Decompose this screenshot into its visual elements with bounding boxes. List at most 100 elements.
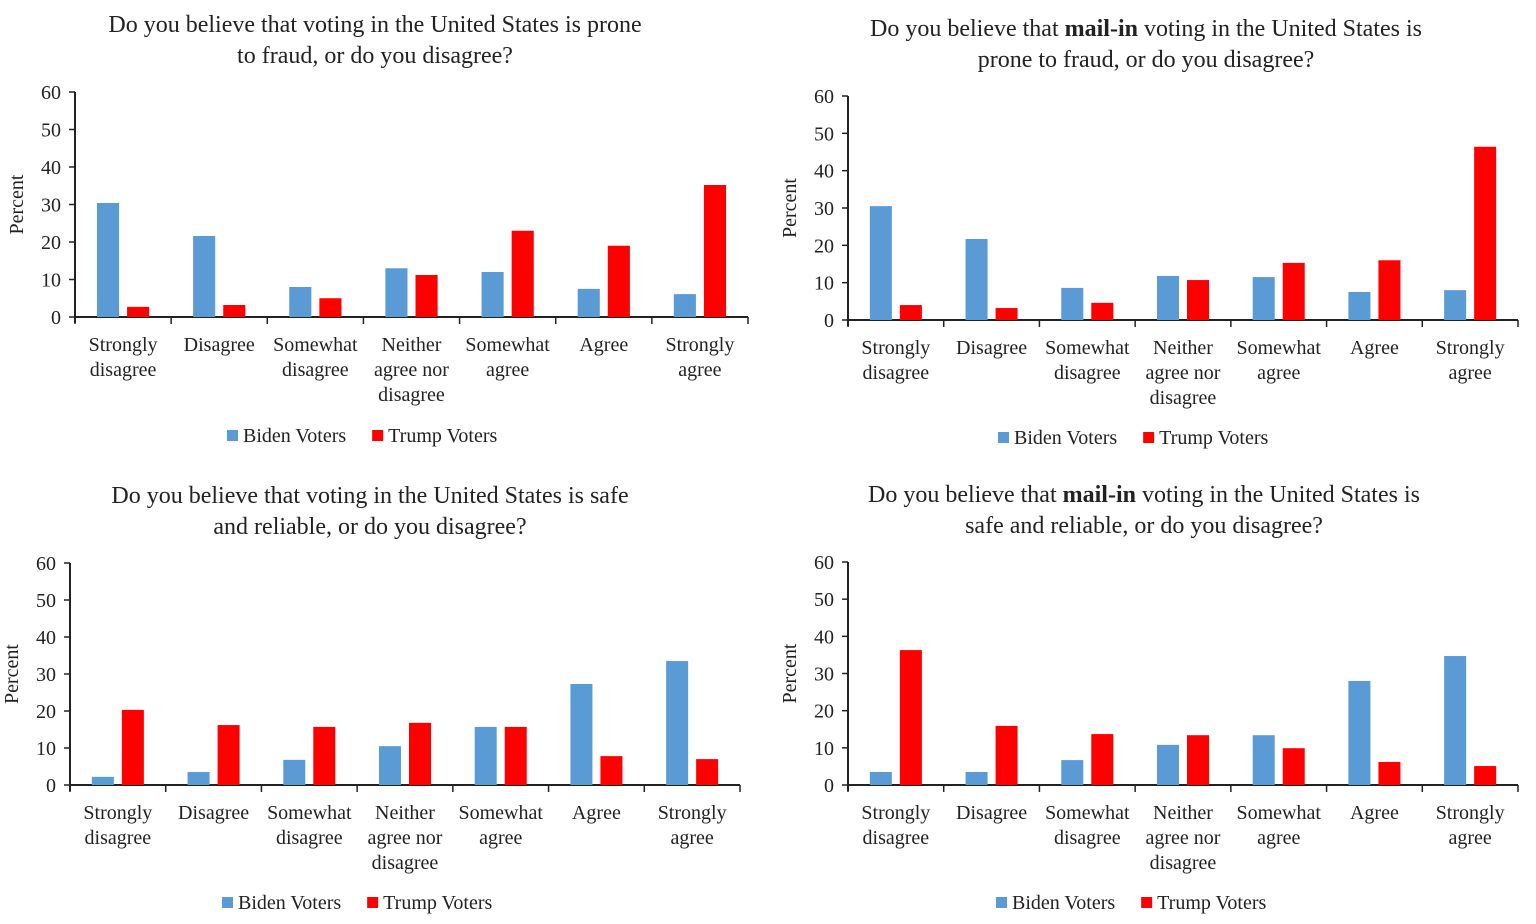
- legend-label: Trump Voters: [388, 425, 497, 447]
- chart-panel-4: Do you believe that mail-in voting in th…: [779, 482, 1519, 914]
- x-tick-label: Disagree: [956, 337, 1027, 359]
- x-tick-label: disagree: [90, 359, 157, 381]
- y-tick-label: 30: [814, 664, 834, 686]
- bar-biden: [666, 661, 689, 785]
- x-tick-label: agree nor: [374, 359, 449, 381]
- bar-biden: [1348, 680, 1371, 785]
- title-text: Do you believe that voting in the United…: [108, 12, 641, 38]
- legend-label: Biden Voters: [1012, 892, 1115, 914]
- y-tick-label: 0: [824, 775, 834, 797]
- y-tick-label: 20: [814, 701, 834, 723]
- bar-biden: [283, 759, 306, 785]
- x-tick-label: disagree: [1150, 852, 1217, 874]
- chart-title-line-2: and reliable, or do you disagree?: [213, 514, 526, 540]
- x-tick-label: Disagree: [184, 334, 255, 356]
- legend-swatch-biden: [227, 430, 238, 441]
- title-text: voting in the United States is: [1138, 16, 1422, 42]
- y-axis-label: Percent: [1, 644, 23, 704]
- y-tick-label: 60: [814, 552, 834, 574]
- bar-trump: [1378, 260, 1401, 320]
- bar-trump: [1378, 761, 1401, 785]
- x-tick-label: Neither: [375, 802, 435, 824]
- bar-trump: [1187, 735, 1210, 785]
- x-tick-label: Strongly: [861, 802, 930, 824]
- x-tick-label: Neither: [1153, 337, 1213, 359]
- chart-panel-3: Do you believe that voting in the United…: [1, 483, 741, 914]
- legend-label: Trump Voters: [383, 892, 492, 914]
- bar-biden: [1348, 292, 1371, 320]
- bar-trump: [899, 305, 922, 320]
- y-tick-label: 40: [41, 157, 61, 179]
- chart-title-line-1: Do you believe that voting in the United…: [111, 483, 628, 509]
- legend-swatch-biden: [222, 897, 233, 908]
- bar-trump: [217, 725, 240, 785]
- bar-biden: [193, 236, 216, 317]
- x-tick-label: Strongly: [1436, 802, 1505, 824]
- x-tick-label: disagree: [863, 362, 930, 384]
- bar-trump: [703, 185, 727, 317]
- bar-trump: [995, 308, 1018, 320]
- chart-panel-2: Do you believe that mail-in voting in th…: [779, 16, 1519, 449]
- x-tick-label: disagree: [1150, 387, 1217, 409]
- bar-biden: [570, 683, 593, 785]
- y-tick-label: 40: [814, 626, 834, 648]
- bar-trump: [319, 298, 342, 317]
- x-tick-label: agree: [479, 827, 522, 849]
- bar-trump: [607, 245, 630, 317]
- title-bold-text: mail-in: [1065, 16, 1138, 42]
- x-tick-label: Somewhat: [1045, 337, 1130, 359]
- legend-swatch-biden: [996, 897, 1007, 908]
- x-tick-label: agree nor: [1146, 827, 1221, 849]
- x-tick-label: Somewhat: [458, 802, 543, 824]
- bar-biden: [378, 746, 401, 785]
- legend-swatch-trump: [372, 430, 384, 441]
- chart-title-line-1: Do you believe that mail-in voting in th…: [868, 482, 1420, 508]
- x-tick-label: Neither: [1153, 802, 1213, 824]
- legend-label: Biden Voters: [243, 425, 346, 447]
- bar-biden: [474, 726, 497, 785]
- bar-biden: [1061, 287, 1084, 320]
- bar-biden: [577, 288, 600, 317]
- bar-biden: [1156, 744, 1179, 785]
- bar-trump: [511, 230, 534, 317]
- bar-biden: [187, 772, 210, 785]
- x-tick-label: Strongly: [658, 802, 727, 824]
- bar-biden: [965, 238, 988, 320]
- x-tick-label: Neither: [382, 334, 442, 356]
- bar-trump: [127, 306, 150, 317]
- y-tick-label: 20: [814, 235, 834, 257]
- x-tick-label: agree: [670, 827, 713, 849]
- bar-trump: [415, 275, 438, 317]
- x-tick-label: Somewhat: [1045, 802, 1130, 824]
- y-tick-label: 0: [51, 307, 61, 329]
- bar-biden: [1444, 290, 1467, 320]
- bar-biden: [481, 272, 504, 317]
- x-tick-label: Somewhat: [1236, 337, 1321, 359]
- legend-swatch-trump: [1141, 897, 1153, 908]
- x-tick-label: Strongly: [861, 337, 930, 359]
- bar-trump: [1091, 302, 1114, 320]
- bar-biden: [965, 771, 988, 785]
- chart-title-line-1: Do you believe that voting in the United…: [108, 12, 641, 38]
- y-tick-label: 60: [814, 86, 834, 108]
- x-tick-label: disagree: [378, 384, 445, 406]
- y-tick-label: 20: [36, 701, 56, 723]
- x-tick-label: disagree: [1054, 362, 1121, 384]
- title-bold-text: mail-in: [1063, 482, 1136, 508]
- bar-trump: [899, 650, 922, 785]
- legend-swatch-biden: [998, 432, 1009, 443]
- bar-biden: [1252, 735, 1275, 785]
- bar-trump: [995, 725, 1018, 785]
- x-tick-label: disagree: [276, 827, 343, 849]
- y-axis-label: Percent: [779, 178, 801, 238]
- legend-label: Trump Voters: [1159, 427, 1268, 449]
- bar-biden: [1444, 656, 1467, 785]
- x-tick-label: Somewhat: [267, 802, 352, 824]
- x-tick-label: agree: [1257, 362, 1300, 384]
- x-tick-label: disagree: [863, 827, 930, 849]
- y-tick-label: 50: [814, 589, 834, 611]
- y-tick-label: 40: [36, 627, 56, 649]
- y-tick-label: 0: [46, 775, 56, 797]
- y-tick-label: 10: [36, 738, 56, 760]
